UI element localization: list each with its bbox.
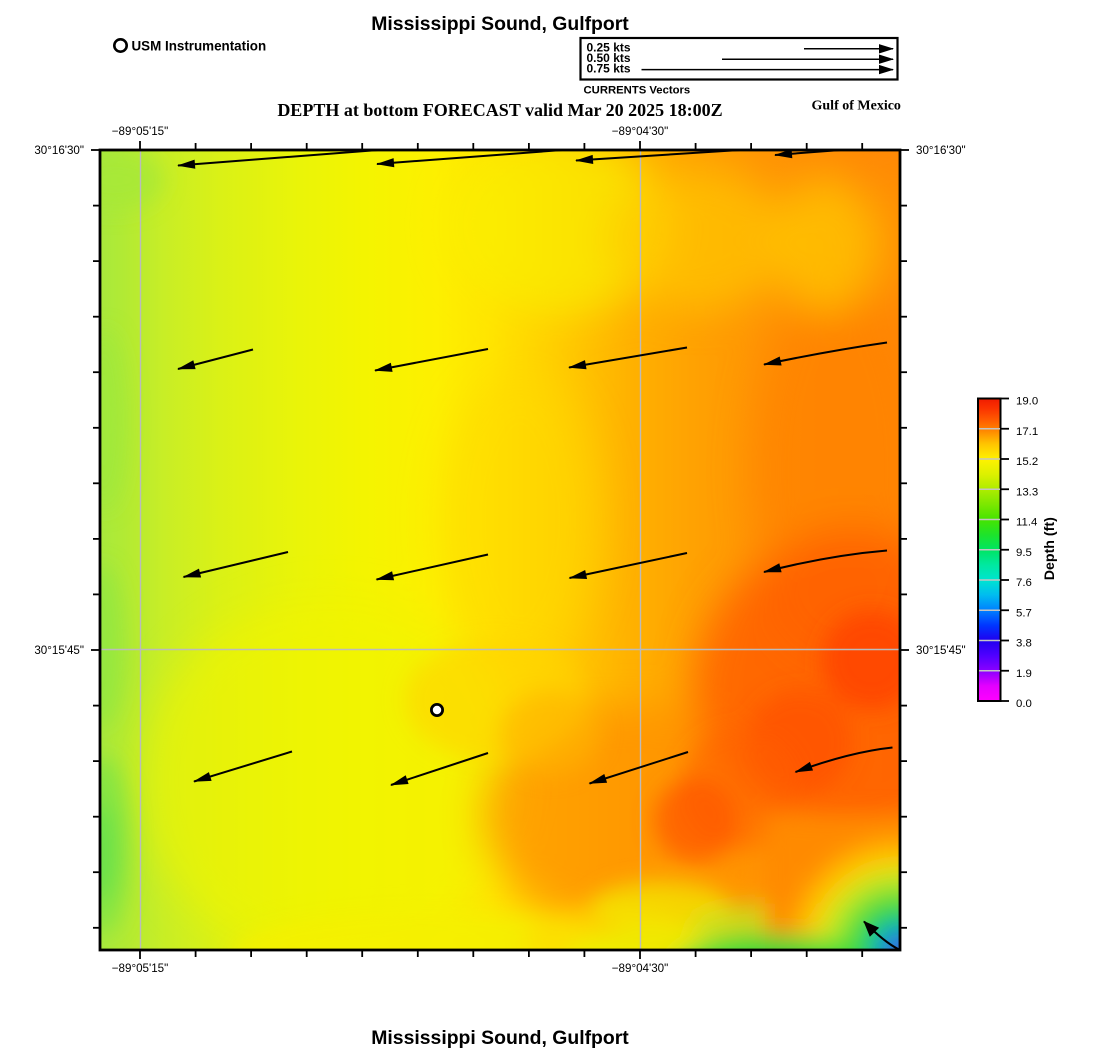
svg-text:0.25 kts: 0.25 kts: [587, 40, 631, 54]
svg-text:−89°05'15": −89°05'15": [112, 962, 168, 975]
svg-text:0.0: 0.0: [1016, 698, 1032, 710]
svg-text:30°15'45": 30°15'45": [916, 644, 966, 657]
svg-text:−89°04'30": −89°04'30": [612, 962, 668, 975]
svg-text:11.4: 11.4: [1016, 517, 1037, 529]
svg-text:5.7: 5.7: [1016, 607, 1032, 619]
svg-text:Mississippi Sound, Gulfport: Mississippi Sound, Gulfport: [371, 13, 629, 35]
svg-text:Mississippi Sound, Gulfport: Mississippi Sound, Gulfport: [371, 1027, 629, 1049]
svg-text:30°16'30": 30°16'30": [916, 144, 966, 157]
svg-text:Depth (ft): Depth (ft): [1042, 517, 1058, 580]
svg-text:9.5: 9.5: [1016, 547, 1032, 559]
svg-text:19.0: 19.0: [1016, 396, 1038, 408]
svg-text:Gulf of Mexico: Gulf of Mexico: [812, 98, 901, 113]
svg-text:30°16'30": 30°16'30": [34, 144, 84, 157]
svg-text:USM Instrumentation: USM Instrumentation: [132, 38, 267, 53]
svg-text:3.8: 3.8: [1016, 638, 1032, 650]
svg-text:13.3: 13.3: [1016, 486, 1038, 498]
svg-text:DEPTH at bottom FORECAST valid: DEPTH at bottom FORECAST valid Mar 20 20…: [277, 100, 722, 120]
svg-text:0.75 kts: 0.75 kts: [587, 62, 631, 76]
svg-text:7.6: 7.6: [1016, 577, 1032, 589]
svg-text:CURRENTS Vectors: CURRENTS Vectors: [584, 85, 691, 97]
svg-text:15.2: 15.2: [1016, 456, 1038, 468]
svg-text:30°15'45": 30°15'45": [34, 644, 84, 657]
svg-text:−89°04'30": −89°04'30": [612, 125, 668, 138]
svg-text:1.9: 1.9: [1016, 668, 1032, 680]
svg-text:0.50 kts: 0.50 kts: [587, 51, 631, 65]
svg-text:17.1: 17.1: [1016, 426, 1038, 438]
svg-text:−89°05'15": −89°05'15": [112, 125, 168, 138]
